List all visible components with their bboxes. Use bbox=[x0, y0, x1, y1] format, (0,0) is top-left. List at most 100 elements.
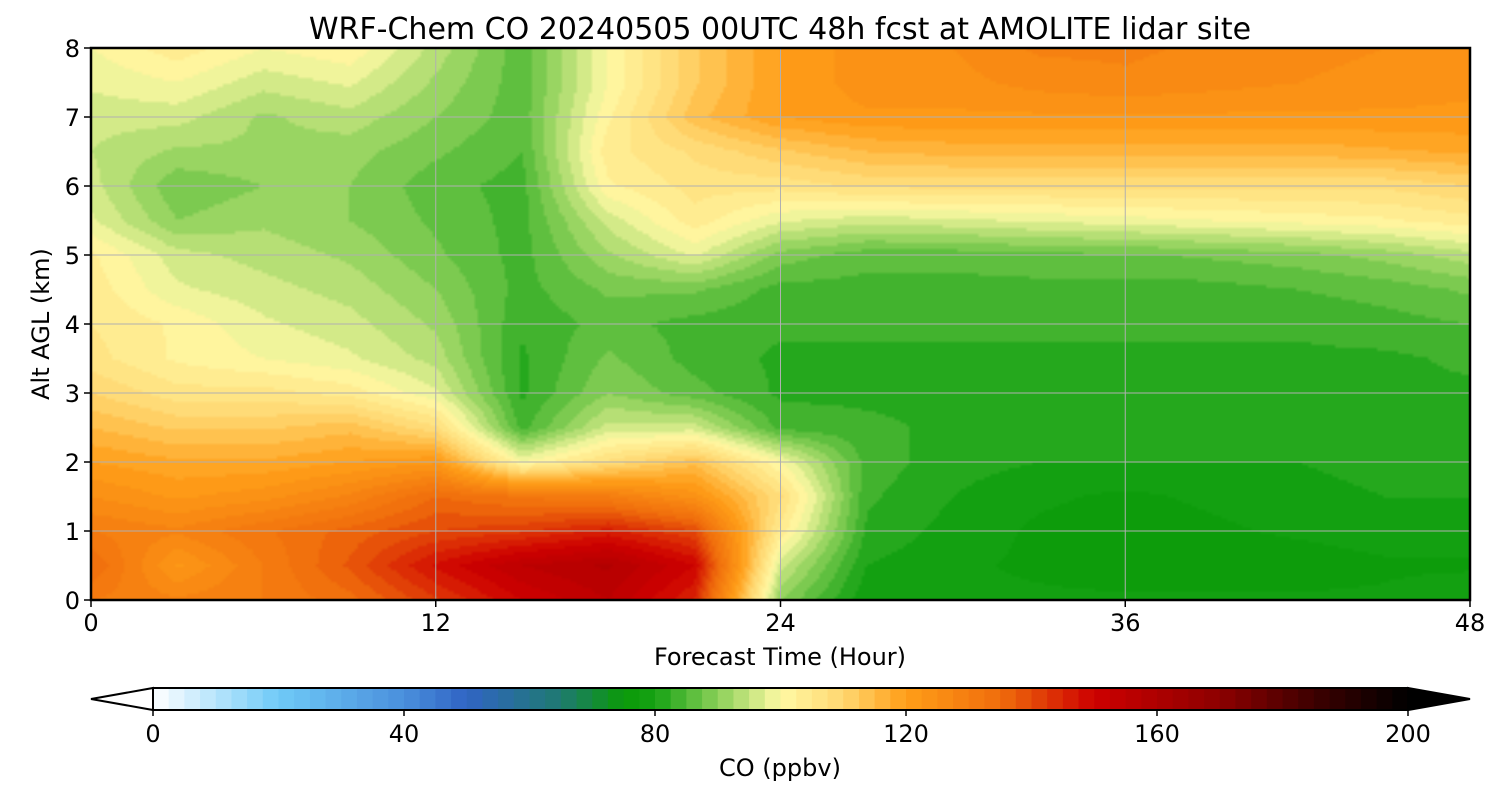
colorbar-segment bbox=[1094, 688, 1111, 710]
colorbar-segment bbox=[607, 688, 625, 710]
x-tick-label: 12 bbox=[420, 609, 451, 637]
colorbar-segment bbox=[1047, 688, 1064, 710]
colorbar-segment bbox=[1392, 688, 1409, 710]
colorbar-tick-label: 200 bbox=[1385, 720, 1431, 748]
colorbar-segment bbox=[1282, 688, 1299, 710]
colorbar-segment bbox=[1219, 688, 1237, 710]
colorbar-extend-low bbox=[90, 686, 154, 712]
colorbar-tick-label: 120 bbox=[883, 720, 929, 748]
colorbar-segment bbox=[874, 688, 891, 710]
y-tick-label: 2 bbox=[65, 449, 80, 477]
y-axis-ticks: 0 1 2 3 4 5 6 7 8 bbox=[65, 35, 91, 615]
colorbar-tick-label: 160 bbox=[1134, 720, 1180, 748]
colorbar-label: CO (ppbv) bbox=[719, 754, 841, 782]
colorbar-segment bbox=[655, 688, 672, 710]
colorbar-segment bbox=[1000, 688, 1017, 710]
colorbar-segments bbox=[153, 688, 1409, 710]
colorbar-segment bbox=[1204, 688, 1221, 710]
colorbar-segment bbox=[843, 688, 860, 710]
colorbar-segment bbox=[1251, 688, 1268, 710]
colorbar-segment bbox=[419, 688, 436, 710]
colorbar-tick-label: 80 bbox=[640, 720, 671, 748]
colorbar-segment bbox=[1109, 688, 1127, 710]
colorbar-segment bbox=[513, 688, 531, 710]
colorbar-segment bbox=[1078, 688, 1095, 710]
colorbar-segment bbox=[576, 688, 593, 710]
colorbar-segment bbox=[404, 688, 421, 710]
x-axis-label: Forecast Time (Hour) bbox=[654, 643, 906, 671]
colorbar-segment bbox=[545, 688, 562, 710]
colorbar-segment bbox=[717, 688, 735, 710]
colorbar-segment bbox=[1062, 688, 1080, 710]
y-tick-label: 8 bbox=[65, 35, 80, 63]
colorbar-segment bbox=[780, 688, 797, 710]
colorbar-segment bbox=[341, 688, 358, 710]
colorbar-segment bbox=[278, 688, 295, 710]
x-tick-label: 48 bbox=[1455, 609, 1486, 637]
chart-title: WRF-Chem CO 20240505 00UTC 48h fcst at A… bbox=[309, 12, 1251, 47]
colorbar-segment bbox=[937, 688, 954, 710]
colorbar-segment bbox=[796, 688, 813, 710]
colorbar-segment bbox=[1235, 688, 1252, 710]
colorbar-segment bbox=[294, 688, 311, 710]
colorbar-segment bbox=[764, 688, 782, 710]
colorbar-segment bbox=[388, 688, 405, 710]
y-tick-label: 3 bbox=[65, 380, 80, 408]
colorbar-segment bbox=[482, 688, 499, 710]
colorbar-segment bbox=[466, 688, 484, 710]
colorbar-segment bbox=[968, 688, 986, 710]
colorbar-segment bbox=[686, 688, 703, 710]
colorbar-segment bbox=[215, 688, 233, 710]
y-tick-label: 1 bbox=[65, 518, 80, 546]
colorbar-segment bbox=[498, 688, 515, 710]
x-axis-ticks: 0 12 24 36 48 bbox=[83, 600, 1485, 637]
colorbar-segment bbox=[1125, 688, 1142, 710]
x-tick-label: 36 bbox=[1110, 609, 1141, 637]
colorbar-segment bbox=[1360, 688, 1378, 710]
colorbar-segment bbox=[906, 688, 923, 710]
colorbar-segment bbox=[1329, 688, 1346, 710]
colorbar-segment bbox=[639, 688, 656, 710]
colorbar-segment bbox=[921, 688, 938, 710]
colorbar-tick-label: 40 bbox=[389, 720, 420, 748]
colorbar-segment bbox=[1376, 688, 1393, 710]
colorbar-segment bbox=[200, 688, 217, 710]
colorbar-frame bbox=[152, 687, 1409, 711]
colorbar-segment bbox=[231, 688, 248, 710]
colorbar-segment bbox=[372, 688, 389, 710]
colorbar-segment bbox=[1141, 688, 1158, 710]
y-tick-label: 4 bbox=[65, 311, 80, 339]
colorbar-segment bbox=[153, 688, 170, 710]
colorbar-segment bbox=[184, 688, 201, 710]
colorbar-segment bbox=[827, 688, 844, 710]
colorbar-segment bbox=[953, 688, 970, 710]
colorbar-segment bbox=[1015, 688, 1033, 710]
colorbar-segment bbox=[1031, 688, 1048, 710]
x-tick-label: 0 bbox=[83, 609, 98, 637]
colorbar-segment bbox=[858, 688, 876, 710]
y-tick-label: 6 bbox=[65, 173, 80, 201]
colorbar-segment bbox=[560, 688, 578, 710]
colorbar-segment bbox=[1345, 688, 1362, 710]
colorbar-segment bbox=[435, 688, 452, 710]
colorbar-segment bbox=[309, 688, 327, 710]
colorbar-segment bbox=[670, 688, 687, 710]
x-tick-label: 24 bbox=[765, 609, 796, 637]
colorbar-ticks: 0 40 80 120 160 200 bbox=[145, 710, 1431, 748]
colorbar-segment bbox=[1266, 688, 1284, 710]
colorbar-segment bbox=[749, 688, 766, 710]
colorbar-segment bbox=[168, 688, 185, 710]
colorbar-segment bbox=[890, 688, 907, 710]
colorbar-segment bbox=[529, 688, 546, 710]
y-tick-label: 7 bbox=[65, 104, 80, 132]
colorbar-segment bbox=[702, 688, 719, 710]
colorbar-segment bbox=[623, 688, 640, 710]
colorbar-segment bbox=[811, 688, 829, 710]
colorbar-segment bbox=[1188, 688, 1205, 710]
y-tick-label: 5 bbox=[65, 242, 80, 270]
colorbar-segment bbox=[1313, 688, 1331, 710]
colorbar-segment bbox=[733, 688, 750, 710]
colorbar-segment bbox=[1172, 688, 1189, 710]
colorbar-segment bbox=[1157, 688, 1174, 710]
colorbar-segment bbox=[592, 688, 609, 710]
